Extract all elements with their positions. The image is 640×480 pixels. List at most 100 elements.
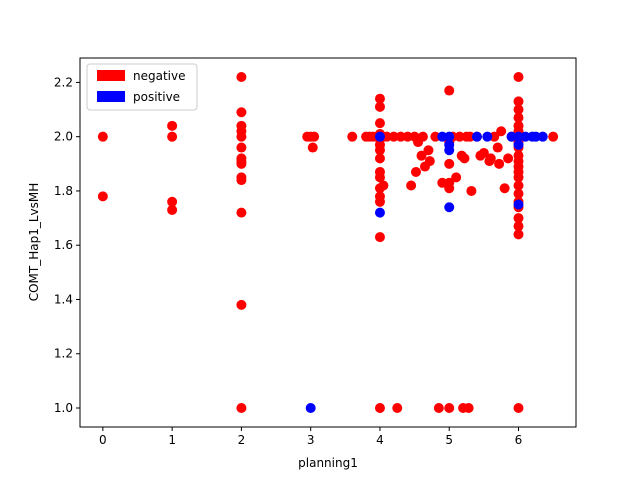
data-point-negative xyxy=(513,188,524,199)
x-tick-label: 4 xyxy=(376,433,384,447)
data-point-negative xyxy=(444,158,455,169)
data-point-negative xyxy=(496,126,507,137)
data-point-positive xyxy=(513,131,524,142)
data-point-positive xyxy=(506,131,517,142)
data-point-negative xyxy=(378,180,389,191)
data-point-positive xyxy=(437,131,448,142)
y-tick-label: 1.2 xyxy=(54,347,73,361)
data-point-negative xyxy=(513,172,524,183)
data-point-negative xyxy=(236,131,247,142)
x-tick-label: 0 xyxy=(99,433,107,447)
data-point-negative xyxy=(374,118,385,129)
data-point-negative xyxy=(466,185,477,196)
y-tick-label: 1.4 xyxy=(54,292,73,306)
data-point-negative xyxy=(236,207,247,218)
data-point-negative xyxy=(410,166,421,177)
data-point-negative xyxy=(513,229,524,240)
data-point-negative xyxy=(444,403,455,414)
data-point-negative xyxy=(402,131,413,142)
data-point-negative xyxy=(478,147,489,158)
x-tick-label: 1 xyxy=(168,433,176,447)
data-point-positive xyxy=(374,207,385,218)
data-point-negative xyxy=(513,213,524,224)
data-point-negative xyxy=(167,131,178,142)
data-point-negative xyxy=(374,93,385,104)
y-tick-label: 1.8 xyxy=(54,184,73,198)
y-tick-label: 2.0 xyxy=(54,130,73,144)
data-point-positive xyxy=(520,131,531,142)
y-axis-ticks: 1.0 1.2 1.4 1.6 1.8 2.0 2.2 xyxy=(54,75,80,415)
data-point-negative xyxy=(388,131,399,142)
data-point-negative xyxy=(374,196,385,207)
x-tick-label: 2 xyxy=(238,433,246,447)
data-point-negative xyxy=(236,299,247,310)
data-point-positive xyxy=(482,131,493,142)
data-point-negative xyxy=(454,131,465,142)
data-point-negative xyxy=(236,142,247,153)
data-point-negative xyxy=(485,153,496,164)
data-point-negative xyxy=(513,403,524,414)
data-points xyxy=(97,71,559,414)
data-point-positive xyxy=(444,145,455,156)
x-axis-ticks: 0 1 2 3 4 5 6 xyxy=(99,427,522,447)
data-point-negative xyxy=(374,172,385,183)
data-point-negative xyxy=(548,131,559,142)
data-point-negative xyxy=(494,158,505,169)
data-point-negative xyxy=(513,104,524,115)
data-point-negative xyxy=(463,403,474,414)
data-point-negative xyxy=(374,153,385,164)
data-point-positive xyxy=(444,131,455,142)
data-point-negative xyxy=(465,131,476,142)
data-point-negative xyxy=(424,156,435,167)
data-point-positive xyxy=(471,131,482,142)
x-tick-label: 5 xyxy=(445,433,453,447)
data-point-negative xyxy=(513,221,524,232)
data-point-negative xyxy=(167,120,178,131)
data-point-positive xyxy=(305,403,316,414)
y-tick-label: 1.0 xyxy=(54,401,73,415)
data-point-negative xyxy=(167,204,178,215)
legend-label-negative: negative xyxy=(133,69,185,83)
data-point-negative xyxy=(374,403,385,414)
data-point-negative xyxy=(513,71,524,82)
data-point-negative xyxy=(433,403,444,414)
data-point-negative xyxy=(381,131,392,142)
data-point-negative xyxy=(503,153,514,164)
legend: negative positive xyxy=(86,63,198,111)
data-point-negative xyxy=(451,172,462,183)
x-axis-label: planning1 xyxy=(298,456,358,470)
data-point-negative xyxy=(430,131,441,142)
data-point-positive xyxy=(530,131,541,142)
data-point-positive xyxy=(513,199,524,210)
data-point-negative xyxy=(309,131,320,142)
y-tick-label: 1.6 xyxy=(54,238,73,252)
data-point-negative xyxy=(236,107,247,118)
legend-label-positive: positive xyxy=(133,90,180,104)
data-point-negative xyxy=(392,403,403,414)
data-point-negative xyxy=(167,196,178,207)
data-point-negative xyxy=(489,131,500,142)
data-point-positive xyxy=(513,139,524,150)
data-point-negative xyxy=(374,232,385,243)
plot-frame xyxy=(79,57,577,428)
data-point-negative xyxy=(97,191,108,202)
legend-swatch-positive xyxy=(97,91,125,102)
data-point-negative xyxy=(513,96,524,107)
data-point-negative xyxy=(513,180,524,191)
data-point-negative xyxy=(444,183,455,194)
data-point-negative xyxy=(236,71,247,82)
data-point-negative xyxy=(416,150,427,161)
data-point-negative xyxy=(395,131,406,142)
data-point-negative xyxy=(406,180,417,191)
data-point-negative xyxy=(492,142,503,153)
data-point-negative xyxy=(459,153,470,164)
data-point-negative xyxy=(417,131,428,142)
data-point-negative xyxy=(423,145,434,156)
data-point-negative xyxy=(374,101,385,112)
data-point-negative xyxy=(236,175,247,186)
data-point-positive xyxy=(444,202,455,213)
data-point-negative xyxy=(444,85,455,96)
y-axis-label: COMT_Hap1_LvsMH xyxy=(27,183,41,302)
data-point-negative xyxy=(374,145,385,156)
